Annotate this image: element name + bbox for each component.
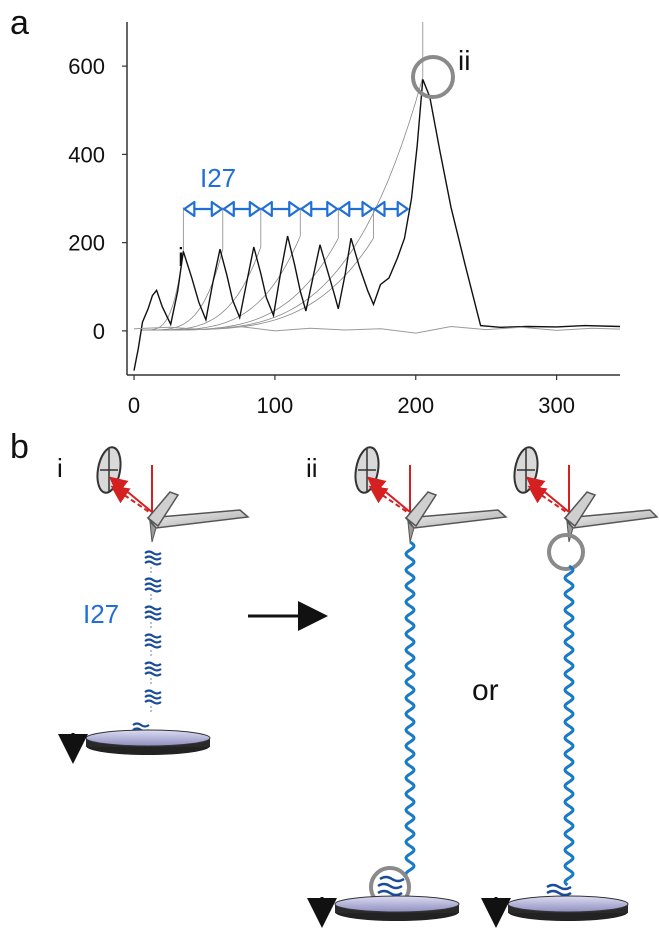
scene-ii-a xyxy=(307,446,508,928)
domain-label: I27 xyxy=(200,163,236,193)
beta-strand xyxy=(144,638,162,644)
photodiode-detector xyxy=(354,446,380,494)
photodiode-detector xyxy=(96,446,122,494)
residual-domain xyxy=(546,883,572,897)
beta-strand xyxy=(144,643,162,649)
laser-beam xyxy=(108,465,156,517)
i27-domain xyxy=(144,633,162,658)
beta-strand xyxy=(144,671,162,677)
beta-strand xyxy=(144,699,162,705)
domain-arrows xyxy=(183,200,409,218)
i27-domain xyxy=(144,689,162,714)
chart-ticks: 0 100 200 300 0 200 400 600 xyxy=(68,54,575,418)
wlc-fit-curve xyxy=(141,237,374,331)
panel-b-letter: b xyxy=(10,428,29,466)
afm-cantilever xyxy=(146,491,250,543)
y-tick-label: 200 xyxy=(68,231,105,256)
beta-strand xyxy=(144,610,162,616)
beta-strand xyxy=(144,577,162,583)
wlc-fit-curve xyxy=(141,246,262,331)
i27-domain xyxy=(144,661,162,686)
state-ii-label: ii xyxy=(306,453,318,483)
substrate xyxy=(507,895,629,921)
y-tick-label: 0 xyxy=(93,319,105,344)
beta-strand xyxy=(144,605,162,611)
beta-strand xyxy=(144,555,162,561)
unfolded-polypeptide-chain xyxy=(563,564,575,887)
beta-strand xyxy=(144,560,162,566)
tip-detachment-circle xyxy=(547,533,585,571)
photodiode-detector xyxy=(513,446,539,494)
scene-i xyxy=(58,446,250,764)
wlc-fit-curve xyxy=(141,251,184,331)
beta-strand xyxy=(144,689,162,695)
beta-strand xyxy=(144,666,162,672)
beta-strand xyxy=(144,587,162,593)
folded-i27-polyprotein xyxy=(132,550,162,747)
i27-domain xyxy=(144,577,162,602)
beta-strand xyxy=(144,550,162,556)
y-tick-label: 400 xyxy=(68,142,105,167)
beta-strand xyxy=(144,661,162,667)
i27-domain xyxy=(144,605,162,630)
panel-a-letter: a xyxy=(10,4,29,42)
laser-beam xyxy=(525,465,573,517)
state-i-label: i xyxy=(57,453,63,483)
chart-axes xyxy=(126,22,620,376)
substrate xyxy=(334,895,460,921)
laser-beam xyxy=(366,465,414,517)
marker-i: i xyxy=(178,242,184,272)
marker-ii: ii xyxy=(458,45,470,76)
beta-strand xyxy=(144,582,162,588)
afm-cantilever xyxy=(404,491,508,543)
afm-cantilever xyxy=(563,491,659,543)
rupture-highlight-circle xyxy=(411,55,455,99)
x-tick-label: 0 xyxy=(128,393,140,418)
substrate xyxy=(85,729,211,755)
x-tick-label: 200 xyxy=(397,393,434,418)
beta-strand xyxy=(132,722,150,728)
or-text: or xyxy=(472,674,499,707)
beta-strand xyxy=(144,633,162,639)
beta-strand xyxy=(144,694,162,700)
protein-label: I27 xyxy=(83,599,119,629)
force-extension-chart: 0 100 200 300 0 200 400 600 xyxy=(68,22,621,418)
residual-domain xyxy=(377,875,405,897)
domain-length-arrow xyxy=(300,200,339,218)
x-tick-label: 300 xyxy=(538,393,575,418)
x-tick-label: 100 xyxy=(257,393,294,418)
y-tick-label: 600 xyxy=(68,54,105,79)
i27-domain xyxy=(144,550,162,575)
baseline-trace-line xyxy=(133,325,621,334)
unfolded-polypeptide-chain xyxy=(404,540,416,876)
beta-strand xyxy=(144,615,162,621)
scene-ii-b xyxy=(481,446,659,928)
